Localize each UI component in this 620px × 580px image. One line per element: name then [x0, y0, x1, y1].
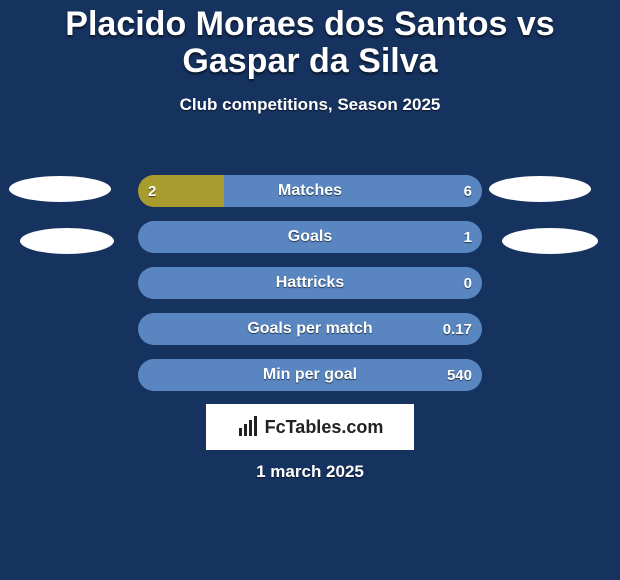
stat-bar: Matches26 — [138, 175, 482, 207]
stat-bar: Goals per match0.17 — [138, 313, 482, 345]
stat-value-right: 0.17 — [424, 313, 472, 345]
stat-row: Matches26 — [0, 168, 620, 214]
stat-bar: Goals1 — [138, 221, 482, 253]
stat-row: Min per goal540 — [0, 352, 620, 398]
stat-row: Hattricks0 — [0, 260, 620, 306]
comparison-infographic: Placido Moraes dos Santos vs Gaspar da S… — [0, 0, 620, 580]
stat-value-right: 6 — [424, 175, 472, 207]
subtitle: Club competitions, Season 2025 — [0, 95, 620, 115]
stat-value-left — [148, 313, 196, 345]
stat-row: Goals1 — [0, 214, 620, 260]
stat-row: Goals per match0.17 — [0, 306, 620, 352]
logo-badge: FcTables.com — [206, 404, 414, 450]
stat-value-right: 1 — [424, 221, 472, 253]
date-label: 1 march 2025 — [0, 462, 620, 482]
stat-bar: Hattricks0 — [138, 267, 482, 299]
page-title: Placido Moraes dos Santos vs Gaspar da S… — [0, 0, 620, 81]
stat-value-right: 0 — [424, 267, 472, 299]
stat-value-left — [148, 221, 196, 253]
stat-value-left — [148, 359, 196, 391]
stat-value-left — [148, 267, 196, 299]
stat-value-right: 540 — [424, 359, 472, 391]
logo-text: FcTables.com — [265, 417, 384, 438]
stat-value-left: 2 — [148, 175, 196, 207]
chart-bars-icon — [237, 416, 259, 438]
stat-rows: Matches26Goals1Hattricks0Goals per match… — [0, 168, 620, 398]
stat-bar: Min per goal540 — [138, 359, 482, 391]
